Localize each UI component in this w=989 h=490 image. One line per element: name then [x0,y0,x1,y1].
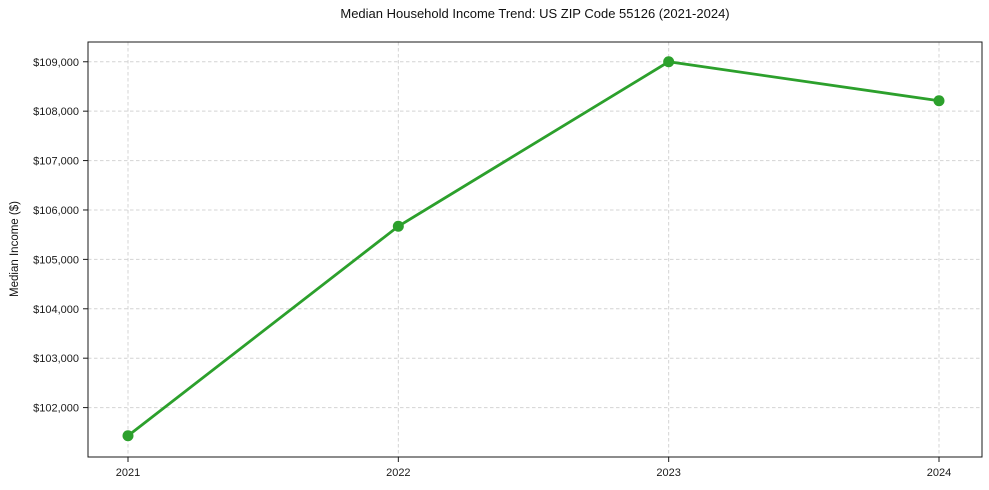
y-tick-label: $105,000 [33,254,79,266]
x-tick-label: 2024 [927,467,951,479]
plot-border [87,41,983,458]
y-tick-label: $102,000 [33,403,79,415]
data-point-2021 [122,430,134,442]
x-tick-label: 2021 [116,467,140,479]
data-point-2024 [933,95,945,107]
data-point-2023 [663,56,675,68]
x-tick-label: 2023 [656,467,680,479]
chart-title: Median Household Income Trend: US ZIP Co… [340,6,730,21]
y-tick-label: $103,000 [33,353,79,365]
y-tick-label: $107,000 [33,156,79,168]
y-tick-label: $109,000 [33,57,79,69]
y-tick-label: $104,000 [33,304,79,316]
trend-line [126,60,941,438]
data-point-2022 [392,220,404,232]
y-tick-label: $108,000 [33,106,79,118]
x-tick-label: 2022 [386,467,410,479]
y-tick-label: $106,000 [33,205,79,217]
